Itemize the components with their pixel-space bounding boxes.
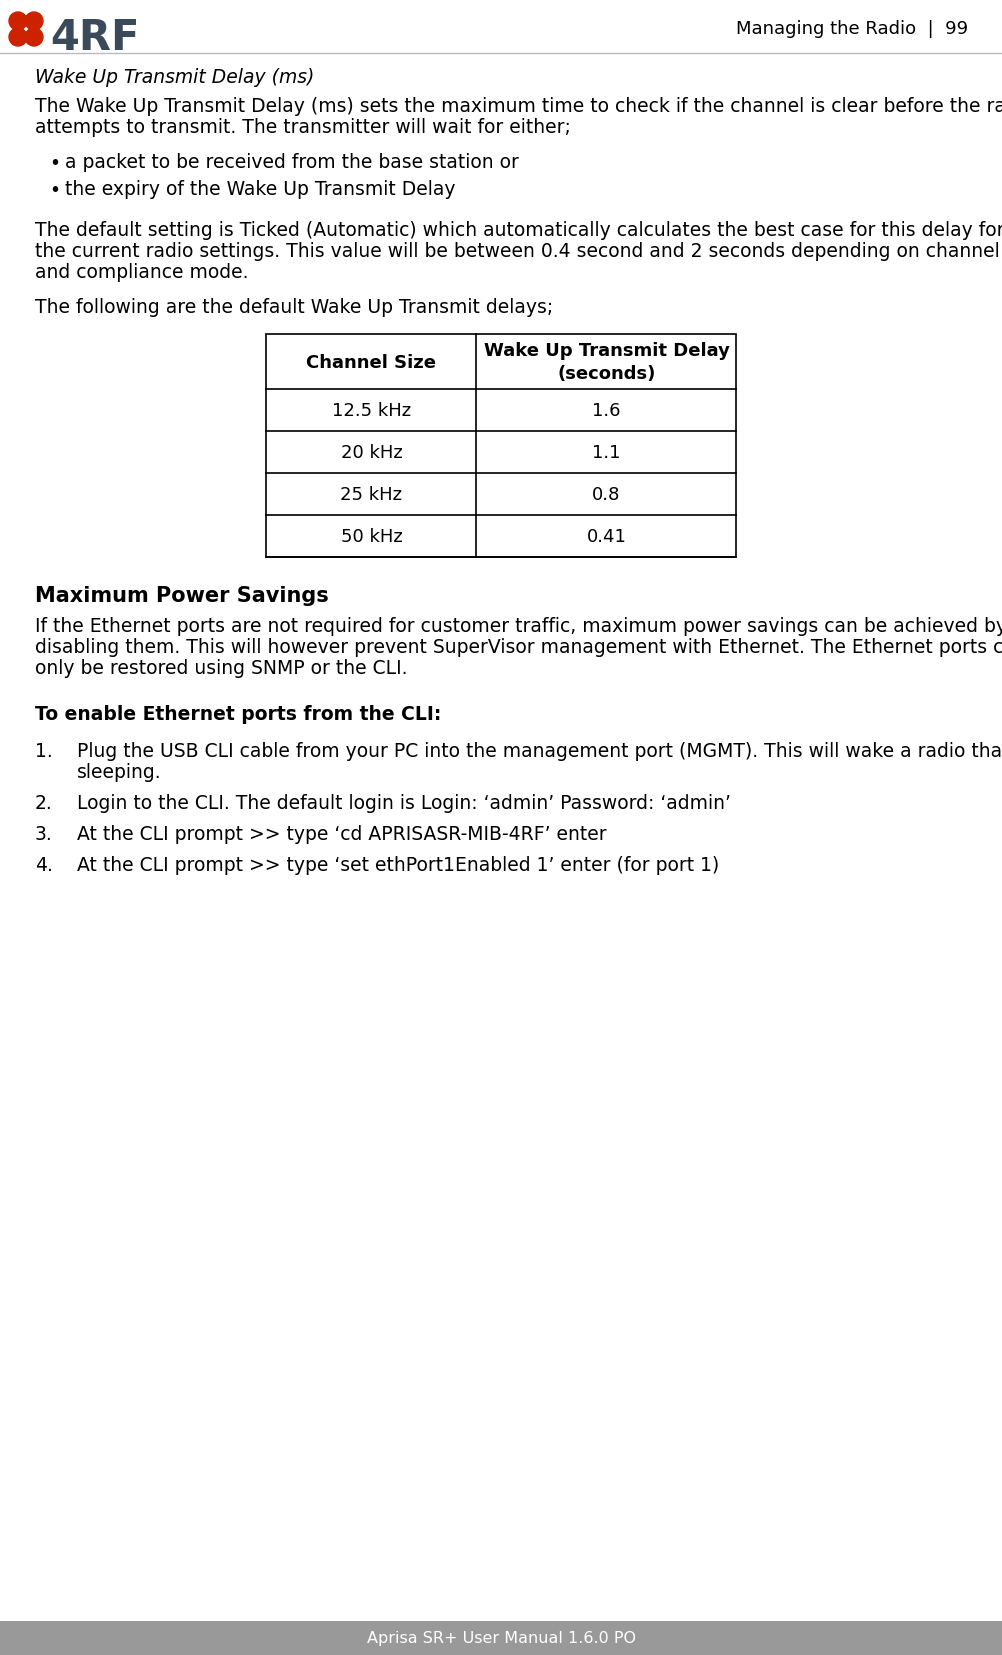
Text: The following are the default Wake Up Transmit delays;: The following are the default Wake Up Tr… (35, 298, 553, 316)
Text: 50 kHz: 50 kHz (341, 528, 402, 546)
Text: •: • (49, 180, 60, 200)
Text: Wake Up Transmit Delay
(seconds): Wake Up Transmit Delay (seconds) (483, 341, 728, 382)
Text: To enable Ethernet ports from the CLI:: To enable Ethernet ports from the CLI: (35, 705, 441, 723)
Circle shape (9, 13, 27, 31)
Text: If the Ethernet ports are not required for customer traffic, maximum power savin: If the Ethernet ports are not required f… (35, 617, 1002, 636)
Text: only be restored using SNMP or the CLI.: only be restored using SNMP or the CLI. (35, 659, 407, 677)
Text: the current radio settings. This value will be between 0.4 second and 2 seconds : the current radio settings. This value w… (35, 242, 1002, 261)
Text: 25 kHz: 25 kHz (340, 485, 402, 503)
Text: attempts to transmit. The transmitter will wait for either;: attempts to transmit. The transmitter wi… (35, 118, 570, 137)
Text: 3.: 3. (35, 824, 53, 844)
Text: disabling them. This will however prevent SuperVisor management with Ethernet. T: disabling them. This will however preven… (35, 637, 1002, 657)
Circle shape (25, 13, 43, 31)
Text: 2.: 2. (35, 793, 53, 813)
Text: 1.6: 1.6 (591, 402, 620, 420)
Text: 20 kHz: 20 kHz (341, 444, 402, 462)
Text: Maximum Power Savings: Maximum Power Savings (35, 586, 329, 606)
Text: 0.41: 0.41 (586, 528, 626, 546)
Text: Wake Up Transmit Delay (ms): Wake Up Transmit Delay (ms) (35, 68, 314, 88)
Text: •: • (49, 154, 60, 172)
Text: 0.8: 0.8 (592, 485, 620, 503)
Text: the expiry of the Wake Up Transmit Delay: the expiry of the Wake Up Transmit Delay (65, 180, 455, 199)
Text: At the CLI prompt >> type ‘cd APRISASR-MIB-4RF’ enter: At the CLI prompt >> type ‘cd APRISASR-M… (77, 824, 606, 844)
Text: Login to the CLI. The default login is Login: ‘admin’ Password: ‘admin’: Login to the CLI. The default login is L… (77, 793, 730, 813)
Text: Channel Size: Channel Size (307, 353, 436, 371)
Text: Plug the USB CLI cable from your PC into the management port (MGMT). This will w: Plug the USB CLI cable from your PC into… (77, 741, 1002, 761)
Text: 4.: 4. (35, 856, 53, 874)
Text: At the CLI prompt >> type ‘set ethPort1Enabled 1’ enter (for port 1): At the CLI prompt >> type ‘set ethPort1E… (77, 856, 718, 874)
Text: The default setting is Ticked (Automatic) which automatically calculates the bes: The default setting is Ticked (Automatic… (35, 220, 1002, 240)
Circle shape (9, 30, 27, 46)
Bar (0, 1620, 1002, 1655)
Text: 12.5 kHz: 12.5 kHz (332, 402, 411, 420)
Text: Managing the Radio  |  99: Managing the Radio | 99 (735, 20, 967, 38)
Text: The Wake Up Transmit Delay (ms) sets the maximum time to check if the channel is: The Wake Up Transmit Delay (ms) sets the… (35, 98, 1002, 116)
Circle shape (25, 30, 43, 46)
Text: a packet to be received from the base station or: a packet to be received from the base st… (65, 152, 518, 172)
Text: 4RF: 4RF (50, 17, 139, 60)
Text: 1.1: 1.1 (591, 444, 620, 462)
Text: sleeping.: sleeping. (77, 763, 161, 781)
Text: and compliance mode.: and compliance mode. (35, 263, 248, 281)
Bar (267, 334, 735, 558)
Text: Aprisa SR+ User Manual 1.6.0 PO: Aprisa SR+ User Manual 1.6.0 PO (367, 1630, 635, 1645)
Text: 1.: 1. (35, 741, 53, 761)
